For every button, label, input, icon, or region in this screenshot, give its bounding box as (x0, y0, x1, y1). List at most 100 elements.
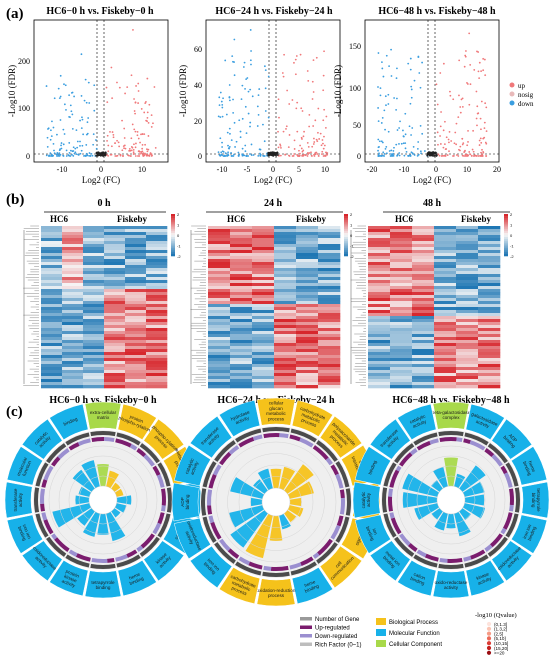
volcano-point (249, 59, 252, 62)
downregulated-bar (115, 554, 128, 562)
heatmap-cell (368, 292, 391, 296)
heatmap-cell (478, 328, 501, 332)
heatmap-cell (104, 229, 126, 233)
heatmap-cell (318, 280, 341, 284)
volcano-point (410, 88, 413, 91)
heatmap-cell (83, 286, 105, 290)
heatmap-cell (368, 271, 391, 275)
volcano-point (112, 133, 115, 136)
gene-number-track (383, 513, 397, 538)
grid-ring (396, 445, 506, 555)
heatmap-cell (146, 244, 168, 248)
volcano-point (147, 148, 150, 151)
volcano-point (460, 98, 463, 101)
heatmap-cell (274, 367, 297, 371)
volcano-point (323, 50, 325, 53)
heatmap-cell (368, 337, 391, 341)
volcano-point (257, 154, 260, 157)
volcano-point (123, 147, 125, 150)
heatmap-cell (274, 313, 297, 317)
gene-number-track (382, 487, 388, 513)
heatmap-cell (83, 262, 105, 266)
volcano-point (377, 107, 379, 109)
volcano-point (87, 81, 90, 84)
heatmap-cell (368, 301, 391, 305)
volcano-point (316, 153, 319, 155)
heatmap-cell (62, 382, 84, 386)
volcano-point (459, 145, 462, 148)
heatmap-cell (230, 331, 253, 335)
legend-label: Number of Gene (315, 617, 360, 623)
go-term-segment (143, 418, 185, 460)
heatmap-cell (83, 373, 105, 377)
upregulated-bar (416, 440, 431, 451)
volcano-point (65, 149, 68, 152)
upregulated-bar (407, 543, 418, 552)
volcano-point (407, 154, 409, 157)
grid-ring (58, 455, 148, 545)
heatmap-cell (208, 298, 231, 302)
volcano-point (301, 110, 304, 112)
heatmap-cell (104, 319, 126, 323)
heatmap-cell (104, 298, 126, 302)
heatmap-cell (412, 376, 435, 380)
volcano-point (71, 113, 74, 116)
heatmap-cell (318, 292, 341, 296)
volcano-point (381, 141, 384, 144)
volcano-point (67, 154, 70, 156)
heatmap-cell (125, 364, 147, 368)
volcano-point (306, 155, 309, 157)
downregulated-bar (335, 473, 344, 489)
heatmap-cell (296, 325, 319, 329)
volcano-point (433, 155, 436, 157)
volcano-point (436, 131, 439, 134)
heatmap-cell (434, 253, 457, 257)
heatmap-cell (83, 289, 105, 293)
heatmap-cell (318, 361, 341, 365)
heatmap-cell (412, 271, 435, 275)
downregulated-bar (43, 465, 54, 481)
heatmap-cell (434, 289, 457, 293)
volcano-point (140, 108, 143, 110)
volcano-point (262, 123, 264, 126)
colorscale-step (171, 243, 175, 246)
heatmap-cell (125, 328, 147, 332)
heatmap-cell (41, 319, 63, 323)
qvalue-legend-dot (486, 645, 492, 651)
go-term-label: catalyticactivity (409, 413, 429, 429)
heatmap-cell (434, 361, 457, 365)
heatmap-cell (146, 307, 168, 311)
volcano-point (431, 152, 434, 154)
heatmap-cell (318, 370, 341, 374)
downregulated-bar (207, 489, 213, 506)
heatmap-cell (230, 379, 253, 383)
volcano-point (432, 153, 435, 155)
heatmap-cell (125, 226, 147, 230)
volcano-point (319, 132, 322, 135)
heatmap-cell (434, 382, 457, 386)
heatmap-cell (252, 253, 275, 257)
volcano-point (154, 146, 157, 149)
heatmap-cell (478, 286, 501, 290)
upregulated-bar (54, 537, 70, 552)
volcano-point (220, 151, 223, 154)
volcano-xlabel-0h: Log2 (FC) (82, 175, 120, 185)
volcano-point (380, 122, 383, 124)
heatmap-cell (274, 340, 297, 344)
heatmap-cell (208, 358, 231, 362)
volcano-point (251, 95, 254, 98)
heatmap-cell (146, 331, 168, 335)
heatmap-cells: 210-1-2 (350, 212, 514, 389)
legend-swatch (376, 629, 386, 636)
grid-ring (406, 455, 496, 545)
volcano-point (252, 154, 255, 156)
heatmap-cell (125, 352, 147, 356)
gene-number-track (487, 536, 508, 557)
heatmap-cell (412, 343, 435, 347)
heatmap-cell (434, 385, 457, 389)
colorscale-tick: 0 (510, 233, 513, 238)
heatmap-cell (83, 229, 105, 233)
heatmap-cell (252, 331, 275, 335)
heatmap-cell (104, 316, 126, 320)
heatmap-cell (296, 313, 319, 317)
